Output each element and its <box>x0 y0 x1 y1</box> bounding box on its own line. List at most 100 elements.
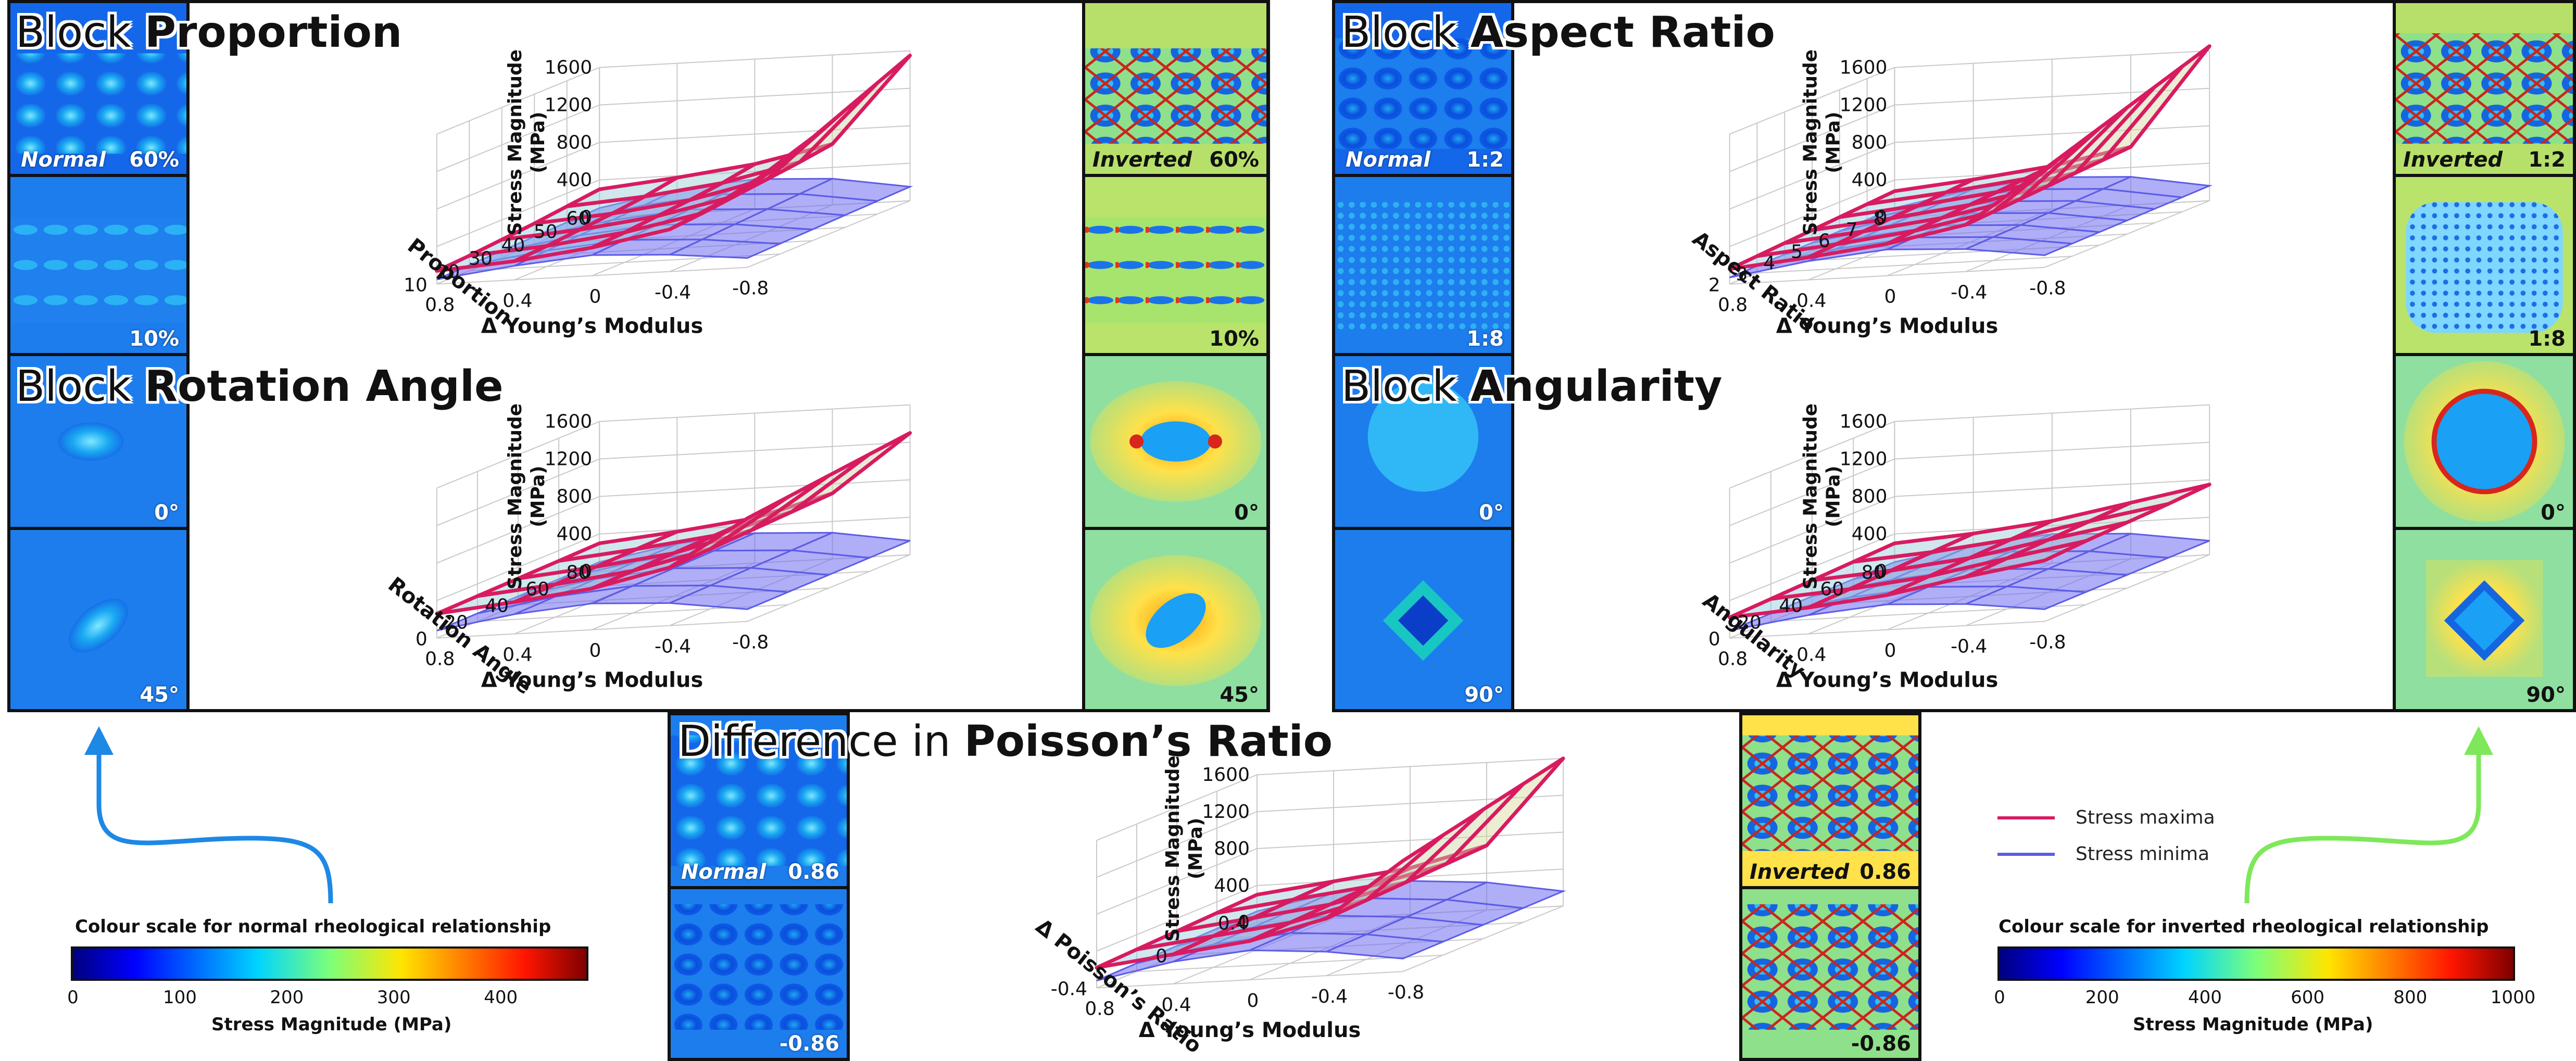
legend-label-minima: Stress minima <box>2076 843 2210 865</box>
surface-maxima <box>435 431 912 616</box>
label-1-8: 1:8 <box>1466 327 1504 351</box>
scale-title: Colour scale for normal rheological rela… <box>75 916 551 937</box>
z-tick: 1600 <box>545 411 593 433</box>
y-tick: 0 <box>1708 629 1720 650</box>
y-tick: 0 <box>1155 946 1167 967</box>
x-tick: 0.8 <box>425 649 455 670</box>
scale-tick: 200 <box>270 987 304 1008</box>
y-tick: 2 <box>1708 275 1720 296</box>
z-tick: 0 <box>580 561 592 583</box>
x-tick: -0.8 <box>2029 278 2066 299</box>
colour-bar <box>71 946 588 981</box>
scale-xlabel: Stress Magnitude (MPa) <box>2133 1014 2373 1035</box>
title-light: Block <box>1341 362 1471 411</box>
title-bold: Rotation Angle <box>144 362 504 411</box>
minima-cell <box>1965 236 2072 256</box>
x-axis-label: Δ Young’s Modulus <box>1139 1018 1361 1042</box>
x-tick: -0.8 <box>732 632 769 653</box>
x-tick: 0.4 <box>1796 290 1826 312</box>
z-label-line1: Stress Magnitude <box>505 403 526 590</box>
y-tick: 6 <box>1818 230 1830 251</box>
y-tick: 60 <box>1820 579 1844 600</box>
x-tick: 0.8 <box>1718 295 1748 316</box>
z-tick: 800 <box>1852 486 1888 508</box>
title-bold: Proportion <box>144 8 403 57</box>
title-light: Difference in <box>678 717 964 766</box>
z-label-line1: Stress Magnitude <box>505 49 526 236</box>
title-light: Block <box>1341 8 1471 57</box>
chart-rotation: 0 400 800 1200 1600 Stress Magnitude (MPa) 0.8 0… <box>333 375 1073 708</box>
z-axis-label: Stress Magnitude (MPa) <box>505 49 549 236</box>
label-0deg: 0° <box>1479 501 1504 525</box>
colour-bar <box>1997 946 2515 981</box>
thumb-normal-rotation-0: 0° <box>7 353 190 530</box>
arrow-normal <box>84 726 333 904</box>
z-axis-label: Stress Magnitude (MPa) <box>1800 49 1844 236</box>
z-tick: 800 <box>1214 838 1250 860</box>
z-tick: 0 <box>1238 912 1250 933</box>
chart-poisson: 0 400 800 1200 1600 Stress Magnitude (MPa) 0.8 0… <box>995 729 1724 1058</box>
title-light: Block <box>16 8 145 57</box>
x-tick: -0.4 <box>655 636 691 658</box>
z-tick: 1600 <box>1202 764 1250 786</box>
x-tick: -0.4 <box>1951 282 1987 304</box>
colour-scale-normal: Colour scale for normal rheological rela… <box>67 916 592 1041</box>
x-tick: 0.8 <box>425 295 455 316</box>
x-tick: 0.4 <box>1161 994 1191 1016</box>
scale-xlabel: Stress Magnitude (MPa) <box>211 1014 452 1035</box>
label-inverted: Inverted <box>1092 148 1192 172</box>
y-tick: -0.4 <box>1051 979 1087 1000</box>
label-1-2: 1:2 <box>1466 148 1504 172</box>
label-0-86-inv: 0.86 <box>1859 860 1911 884</box>
x-tick: 0.4 <box>502 645 532 666</box>
label-normal: Normal <box>21 148 106 172</box>
label-inverted: Inverted <box>1750 860 1850 884</box>
scale-tick: 200 <box>2085 987 2119 1008</box>
thumb-inverted-poisson-0.86: Inverted 0.86 <box>1739 712 1921 889</box>
z-tick: 1600 <box>545 57 593 79</box>
label-normal: Normal <box>681 860 766 884</box>
z-label-line1: Stress Magnitude <box>1800 403 1821 590</box>
thumb-normal-proportion-60: Normal 60% <box>7 0 190 177</box>
thumb-inverted-proportion-60: Inverted 60% <box>1082 0 1270 177</box>
thumb-normal-aspect-1-2: Normal 1:2 <box>1332 0 1514 177</box>
scale-tick: 100 <box>162 987 197 1008</box>
label-10: 10% <box>129 327 179 351</box>
maxima-cell <box>668 495 790 570</box>
thumb-inverted-rotation-0: 0° <box>1082 353 1270 530</box>
label-1-2-inv: 1:2 <box>2528 148 2566 172</box>
thumb-inverted-proportion-10: 10% <box>1082 174 1270 356</box>
x-tick: -0.8 <box>1388 982 1424 1003</box>
y-tick: 5 <box>1791 242 1803 263</box>
y-tick: 8 <box>1873 208 1885 230</box>
label-45deg: 45° <box>140 683 179 707</box>
z-tick: 800 <box>1852 132 1888 154</box>
z-tick: 1200 <box>545 95 593 116</box>
legend: Stress maxima Stress minima <box>1997 807 2268 880</box>
colour-scale-inverted: Colour scale for inverted rheological re… <box>1994 916 2535 1041</box>
z-tick: 0 <box>1875 561 1887 583</box>
thumb-normal-angularity-0: 0° <box>1332 353 1514 530</box>
label-neg0-86-inv: -0.86 <box>1851 1032 1911 1056</box>
label-inverted: Inverted <box>2403 148 2503 172</box>
y-tick: 60 <box>566 208 590 230</box>
z-label-line1: Stress Magnitude <box>1800 49 1821 236</box>
maxima-cell <box>1324 833 1445 920</box>
label-0deg-inv: 0° <box>1234 501 1259 525</box>
z-tick: 400 <box>556 170 592 191</box>
thumb-inverted-poisson-neg0.86: -0.86 <box>1739 886 1921 1061</box>
x-tick: 0.4 <box>1796 645 1826 666</box>
title-bold: Angularity <box>1470 362 1723 411</box>
minima-cell <box>1326 933 1443 959</box>
label-60-inv: 60% <box>1209 148 1259 172</box>
x-axis-label: Δ Young’s Modulus <box>1776 668 1999 692</box>
y-tick: 40 <box>485 596 509 617</box>
scale-tick: 600 <box>2291 987 2325 1008</box>
z-label-line2: (MPa) <box>1823 465 1844 527</box>
thumb-normal-poisson-neg0.86: -0.86 <box>668 886 850 1061</box>
z-tick: 1200 <box>1840 95 1888 116</box>
z-tick: 400 <box>1852 170 1888 191</box>
label-90deg-inv: 90° <box>2526 683 2566 707</box>
x-tick: -0.4 <box>1951 636 1987 658</box>
